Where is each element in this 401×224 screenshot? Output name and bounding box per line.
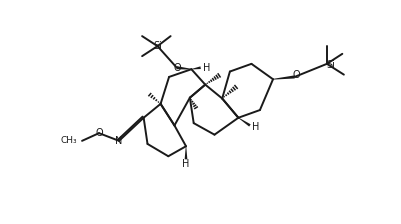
Text: Si: Si: [153, 41, 162, 51]
Text: O: O: [95, 128, 103, 138]
Polygon shape: [238, 118, 250, 127]
Text: O: O: [173, 63, 181, 73]
Text: H: H: [203, 63, 210, 73]
Text: Si: Si: [326, 60, 334, 70]
Polygon shape: [272, 75, 294, 80]
Text: H: H: [181, 159, 188, 169]
Text: N: N: [115, 136, 122, 146]
Text: O: O: [292, 70, 299, 80]
Polygon shape: [184, 146, 187, 159]
Text: H: H: [251, 122, 258, 132]
Polygon shape: [176, 66, 191, 70]
Text: CH₃: CH₃: [61, 136, 77, 145]
Polygon shape: [191, 66, 200, 69]
